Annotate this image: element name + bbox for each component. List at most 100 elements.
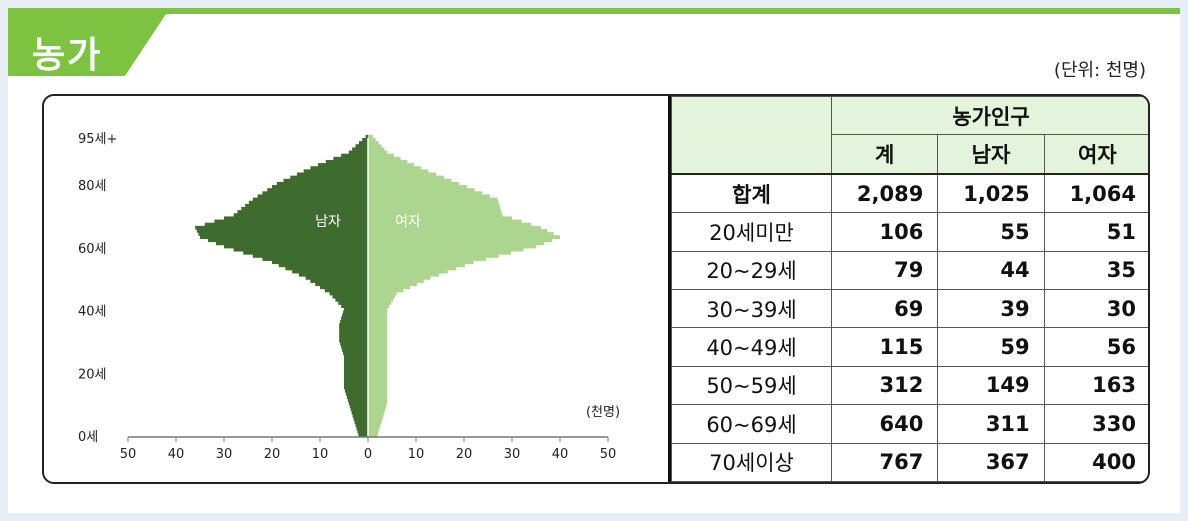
pyramid-male-bar xyxy=(355,423,368,428)
pyramid-female-bar xyxy=(368,250,512,255)
x-tick-label: 10 xyxy=(312,447,329,462)
pyramid-male-bar xyxy=(310,279,368,283)
pyramid-male-bar xyxy=(198,232,368,236)
pyramid-male-bar xyxy=(310,166,368,170)
pyramid-male-bar xyxy=(341,316,368,321)
row-value: 1,025 xyxy=(937,172,1045,214)
row-value: 30 xyxy=(1043,289,1148,329)
y-tick-label: 40세 xyxy=(78,305,107,320)
pyramid-female-bar xyxy=(368,414,384,418)
header-total: 계 xyxy=(830,134,939,175)
row-value: 51 xyxy=(1043,212,1148,252)
series-label-female: 여자 xyxy=(395,214,421,230)
pyramid-male-bar xyxy=(214,219,368,224)
pyramid-female-bar xyxy=(368,213,503,218)
pyramid-female-bar xyxy=(368,225,541,230)
pyramid-male-bar xyxy=(237,210,368,214)
y-tick-label: 60세 xyxy=(78,242,107,257)
pyramid-male-bar xyxy=(208,238,368,243)
x-tick-label: 20 xyxy=(264,447,281,462)
pyramid-male-bar xyxy=(324,288,368,293)
pyramid-female-bar xyxy=(368,232,554,236)
pyramid-female-bar xyxy=(368,163,415,167)
pyramid-female-bar xyxy=(368,335,388,340)
pyramid-female-bar xyxy=(368,216,512,221)
pyramid-female-bar xyxy=(368,338,388,343)
pyramid-female-bar xyxy=(368,194,490,199)
pyramid-female-bar xyxy=(368,175,444,180)
pyramid-female-bar xyxy=(368,244,536,249)
pyramid-female-bar xyxy=(368,407,386,412)
pyramid-male-bar xyxy=(241,207,368,211)
pyramid-male-bar xyxy=(355,144,368,149)
table-corner-cell xyxy=(671,96,832,175)
row-value: 149 xyxy=(937,365,1045,406)
pyramid-male-bar xyxy=(344,370,368,374)
pyramid-male-bar xyxy=(233,213,368,218)
pyramid-female-bar xyxy=(368,329,388,334)
pyramid-male-bar xyxy=(276,181,368,186)
pyramid-male-bar xyxy=(351,410,368,415)
row-value: 115 xyxy=(830,327,939,367)
pyramid-male-bar xyxy=(352,414,368,418)
pyramid-male-bar xyxy=(341,345,368,349)
pyramid-male-bar xyxy=(339,338,368,343)
x-tick-label: 10 xyxy=(408,447,425,462)
row-value: 311 xyxy=(937,404,1045,444)
pyramid-female-bar xyxy=(368,238,552,243)
pyramid-male-bar xyxy=(315,282,368,287)
pyramid-male-bar xyxy=(216,241,368,246)
pyramid-female-bar xyxy=(368,351,388,356)
row-value: 1,064 xyxy=(1043,172,1148,214)
pyramid-female-bar xyxy=(368,363,388,368)
pyramid-male-bar xyxy=(344,360,368,365)
pyramid-female-bar xyxy=(368,410,385,415)
y-tick-label: 80세 xyxy=(78,179,107,194)
table-row: 50~59세 312 149 163 xyxy=(671,365,1148,406)
pyramid-male-bar xyxy=(285,266,368,271)
pyramid-male-bar xyxy=(272,260,368,265)
pyramid-svg: 남자 여자 95세+ 80세 60세 40세 20세 0세 50 40 30 20 10 0 10 20 30 4… xyxy=(78,132,620,462)
x-tick-label: 20 xyxy=(456,447,473,462)
pyramid-male-bar xyxy=(343,351,368,356)
population-table: 농가인구 계 남자 여자 합계 2,089 1,025 1,064 20세미만 106 55… xyxy=(671,96,1148,482)
page-sheet: 농가 (단위: 천명) 남자 여자 95세+ 80세 60세 40세 20세 0세 50 40 30… xyxy=(8,8,1180,513)
pyramid-female-bar xyxy=(368,307,388,312)
pyramid-male-bar xyxy=(344,382,368,387)
table-row: 60~69세 640 311 330 xyxy=(671,404,1148,444)
pyramid-female-bar xyxy=(368,392,388,396)
pyramid-female-bar xyxy=(368,257,487,261)
header-male: 남자 xyxy=(937,134,1045,175)
pyramid-male-bar xyxy=(345,392,368,396)
pyramid-female-bar xyxy=(368,141,379,145)
pyramid-female-bar xyxy=(368,279,424,283)
pyramid-female-bar xyxy=(368,382,388,387)
pyramid-male-bar xyxy=(344,385,368,390)
pyramid-male-bar xyxy=(303,169,368,174)
pyramid-male-bar xyxy=(356,426,368,431)
pyramid-male-bar xyxy=(344,307,368,312)
table-row: 70세이상 767 367 400 xyxy=(671,442,1148,482)
row-label: 20세미만 xyxy=(671,212,832,252)
row-value: 59 xyxy=(937,327,1045,367)
pyramid-male-bar xyxy=(339,326,368,330)
pyramid-male-bar xyxy=(341,153,368,158)
row-value: 163 xyxy=(1043,365,1148,406)
pyramid-male-bar xyxy=(348,150,368,155)
pyramid-female-bar xyxy=(368,420,382,425)
pyramid-female-bar xyxy=(368,326,388,330)
row-value: 2,089 xyxy=(830,172,939,214)
pyramid-female-bar xyxy=(368,134,373,139)
x-tick-label: 40 xyxy=(168,447,185,462)
pyramid-female-bar xyxy=(368,297,393,302)
pyramid-female-bar xyxy=(368,178,452,183)
pyramid-male-bar xyxy=(325,159,368,164)
pyramid-female-bar xyxy=(368,370,388,374)
pyramid-male-bar xyxy=(344,363,368,368)
pyramid-female-bar xyxy=(368,169,429,174)
pyramid-male-bar xyxy=(333,156,368,161)
x-tick-label: 30 xyxy=(216,447,233,462)
pyramid-female-bar xyxy=(368,147,385,152)
pyramid-male-bar xyxy=(339,332,368,337)
unit-label: (단위: 천명) xyxy=(1053,60,1146,81)
